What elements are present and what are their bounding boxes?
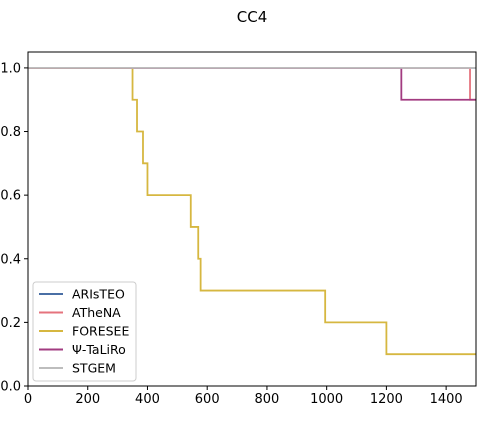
series-line-athena [28,67,476,101]
legend-label: STGEM [72,361,116,376]
legend-label: Ψ-TaLiRo [72,342,126,357]
y-tick-label: 0.0 [0,380,21,395]
y-tick-label: 0.6 [0,189,21,204]
y-tick-label: 0.8 [0,125,21,140]
legend-label: FORESEE [72,324,129,339]
series-layer [28,67,476,356]
x-tick-label: 1400 [430,392,463,407]
x-tick-label: 400 [135,392,160,407]
series-line-foresee [28,67,476,356]
x-tick-label: 200 [75,392,100,407]
x-tick-label: 600 [195,392,220,407]
x-tick-label: 1000 [310,392,343,407]
legend-label: ATheNA [72,305,121,320]
axes-layer: 0 200 400 600 800 1000 1200 1400 0.0 0.2 0.4 0.6 0.8… [0,61,462,407]
series-line-taliro [28,67,476,101]
x-tick-label: 0 [24,392,32,407]
legend-label: ARIsTEO [72,287,125,302]
y-tick-label: 1.0 [0,61,21,76]
legend-box [32,281,137,382]
plot-frame [27,51,477,387]
x-tick-label: 800 [255,392,280,407]
y-tick-label: 0.2 [0,316,21,331]
legend: ARIsTEO ATheNA FORESEE Ψ-TaLiRo STGEM [32,281,137,382]
x-tick-label: 1200 [370,392,403,407]
chart-title: CC4 [237,8,268,26]
y-tick-label: 0.4 [0,252,21,267]
